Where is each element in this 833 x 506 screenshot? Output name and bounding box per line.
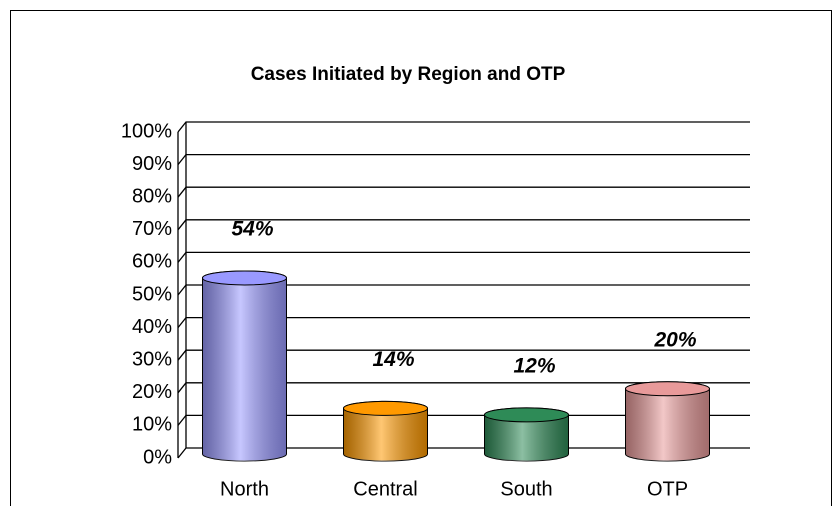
value-label: 20% bbox=[653, 328, 696, 351]
x-tick-label: OTP bbox=[647, 478, 688, 500]
bar-top bbox=[625, 381, 710, 397]
grid-line bbox=[177, 219, 750, 231]
bar-top bbox=[343, 400, 428, 416]
grid-line bbox=[177, 251, 750, 263]
value-label: 54% bbox=[231, 218, 273, 241]
y-tick-label: 100% bbox=[121, 120, 172, 142]
bar-top bbox=[484, 407, 569, 423]
y-tick-label: 70% bbox=[132, 218, 172, 240]
y-tick-label: 80% bbox=[132, 185, 172, 207]
x-tick-label: North bbox=[220, 478, 269, 500]
grid-line bbox=[177, 153, 750, 166]
x-tick-label: Central bbox=[353, 478, 417, 500]
bar-shine bbox=[625, 381, 710, 461]
grid-line bbox=[177, 316, 750, 329]
value-label: 12% bbox=[513, 354, 555, 377]
grid-line bbox=[177, 382, 750, 394]
chart-frame bbox=[10, 10, 832, 506]
y-tick-label: 20% bbox=[132, 381, 172, 403]
bar-top bbox=[202, 270, 287, 286]
x-tick-label: South bbox=[500, 478, 552, 500]
y-tick-label: 10% bbox=[132, 414, 172, 436]
bar-shine bbox=[202, 270, 287, 462]
grid-line bbox=[177, 284, 750, 296]
value-label: 14% bbox=[372, 348, 414, 371]
y-tick-label: 90% bbox=[132, 153, 172, 175]
grid-line bbox=[177, 186, 750, 198]
y-tick-label: 50% bbox=[132, 283, 172, 305]
y-tick-label: 40% bbox=[132, 316, 172, 338]
grid-line bbox=[177, 121, 750, 133]
y-tick-label: 0% bbox=[143, 446, 172, 468]
chart-title: Cases Initiated by Region and OTP bbox=[251, 64, 566, 85]
y-tick-label: 60% bbox=[132, 251, 172, 273]
y-tick-label: 30% bbox=[132, 348, 172, 370]
grid-line bbox=[177, 349, 750, 361]
bar-shine bbox=[343, 401, 428, 462]
